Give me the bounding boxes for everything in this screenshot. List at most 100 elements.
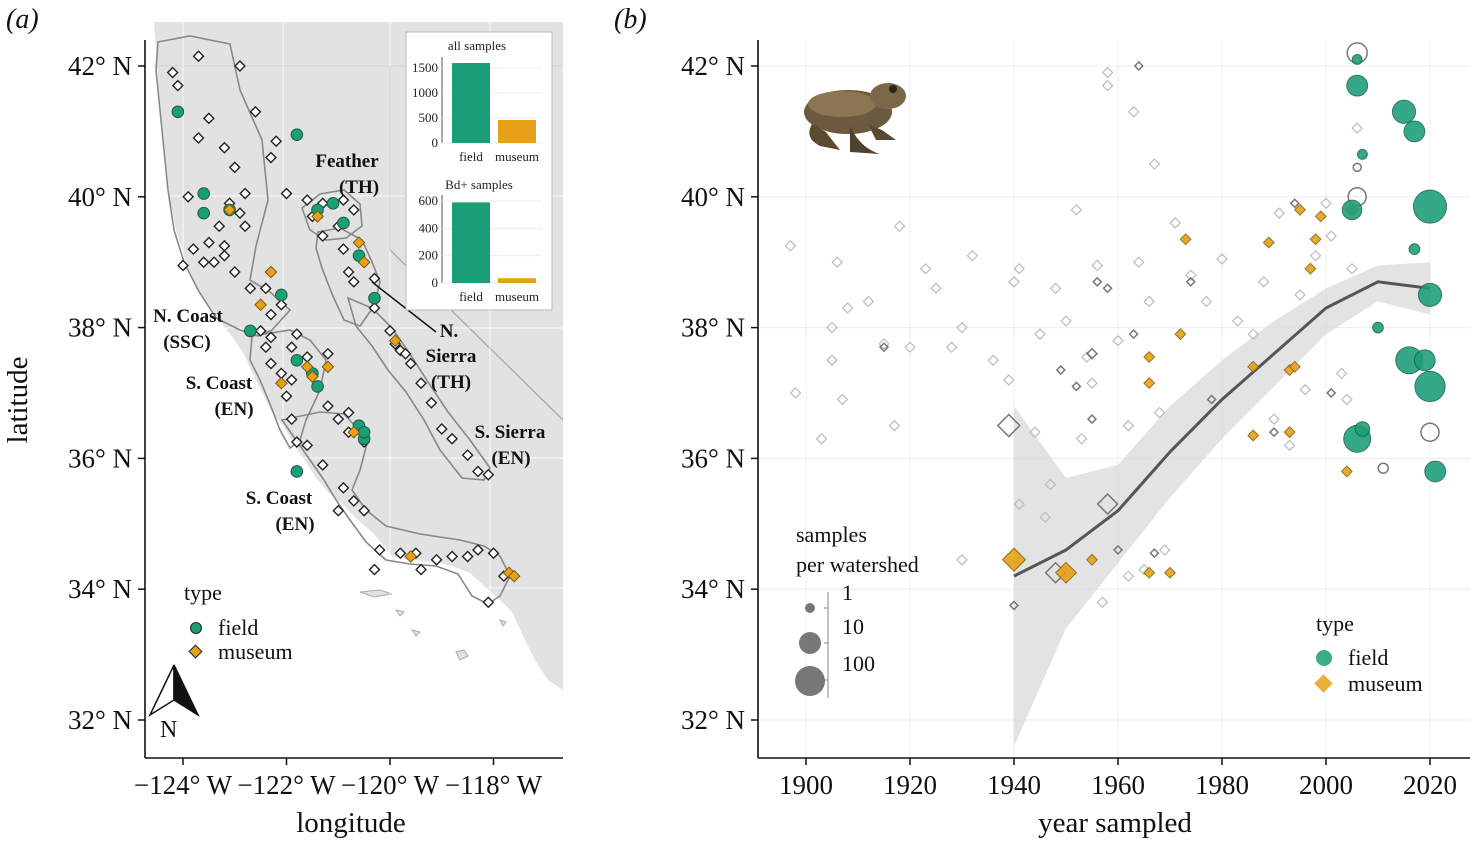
y-tick-label: 34° N xyxy=(68,574,132,604)
museum-point xyxy=(1085,553,1099,566)
unsampled-site-marker xyxy=(373,544,386,556)
unsampled-site-marker xyxy=(446,550,459,563)
museum-site-marker xyxy=(357,255,371,269)
size-legend-label: 10 xyxy=(842,614,864,639)
inset-category-label: museum xyxy=(495,149,539,164)
unsampled-site-marker xyxy=(878,342,890,353)
museum-point xyxy=(1001,547,1027,572)
field-point xyxy=(1408,243,1421,255)
inset-tick-label: 500 xyxy=(419,110,439,125)
unsampled-site-marker xyxy=(347,275,360,288)
faint-site-marker xyxy=(930,282,942,295)
faint-site-marker xyxy=(1283,439,1296,452)
unsampled-site-marker xyxy=(249,105,262,118)
faint-site-marker xyxy=(1091,259,1103,272)
unsampled-site-marker xyxy=(1185,276,1196,287)
unsampled-site-marker xyxy=(430,553,443,566)
unsampled-site-circle xyxy=(1352,162,1362,173)
museum-point xyxy=(1179,233,1192,246)
faint-site-marker xyxy=(1299,383,1311,396)
map-points-museum xyxy=(223,203,521,583)
unsampled-site-marker xyxy=(332,413,345,426)
unsampled-site-marker xyxy=(285,373,298,386)
faint-site-marker xyxy=(956,553,968,566)
museum-site-marker xyxy=(274,376,288,390)
faint-site-marker xyxy=(1034,328,1046,340)
faint-site-marker xyxy=(1268,413,1280,425)
inset-bd-samples: 0 200 400 600 field museum xyxy=(419,193,542,304)
faint-site-marker xyxy=(1013,498,1025,510)
faint-site-marker xyxy=(1075,432,1088,445)
size-legend-marker-10 xyxy=(799,632,821,654)
unsampled-site-marker xyxy=(337,194,350,207)
y-tick-label: 38° N xyxy=(68,313,132,343)
unsampled-site-circle xyxy=(1420,422,1440,442)
faint-site-marker xyxy=(1003,374,1015,386)
type-legend-museum-label: museum xyxy=(1348,671,1423,696)
unsampled-site-marker xyxy=(285,341,298,354)
inset-tick-label: 0 xyxy=(432,275,439,290)
inset-tick-label: 0 xyxy=(432,135,439,150)
faint-site-marker xyxy=(862,295,875,308)
inset-bar xyxy=(498,120,536,143)
unsampled-site-marker xyxy=(358,504,371,517)
y-tick-label: 40° N xyxy=(68,182,132,212)
unsampled-site-marker xyxy=(192,132,205,144)
inset-category-label: field xyxy=(459,149,483,164)
unsampled-site-marker xyxy=(265,357,277,370)
scatter-ticks: 1900 1920 1940 1960 1980 2000 2020 32° N 34° N 36… xyxy=(681,51,1457,800)
unsampled-site-marker xyxy=(233,207,246,220)
faint-site-marker xyxy=(1101,79,1114,92)
unsampled-site-marker xyxy=(301,194,314,207)
unsampled-site-marker xyxy=(1008,600,1020,611)
unsampled-site-marker xyxy=(337,243,350,256)
faint-site-marker xyxy=(919,262,932,275)
faint-site-marker xyxy=(1153,406,1166,419)
unsampled-site-marker xyxy=(259,282,272,295)
museum-site-marker xyxy=(264,265,278,279)
region-label: N. Coast xyxy=(153,306,223,327)
unsampled-site-marker xyxy=(218,239,231,252)
unsampled-site-marker xyxy=(415,563,427,576)
unsampled-site-marker xyxy=(399,347,412,360)
unsampled-site-marker xyxy=(275,367,288,380)
region-label: (TH) xyxy=(431,372,471,393)
faint-site-marker xyxy=(1081,351,1093,363)
field-point xyxy=(1424,460,1447,483)
x-tick-label: 2000 xyxy=(1299,770,1353,800)
unsampled-site-marker xyxy=(233,60,246,72)
region-ncoast-outline xyxy=(155,35,292,337)
unsampled-site-marker xyxy=(187,243,200,256)
field-site-marker xyxy=(275,288,288,302)
unsampled-site-marker xyxy=(192,50,205,63)
field-site-marker xyxy=(171,105,185,119)
unsampled-site-marker xyxy=(425,396,438,409)
unsampled-site-marker xyxy=(1092,276,1103,287)
unsampled-site-circle xyxy=(1377,462,1389,474)
unsampled-site-marker xyxy=(218,249,231,262)
region-label: Sierra xyxy=(426,346,477,367)
scatter-points-unsampled xyxy=(878,42,1440,611)
field-point xyxy=(1356,148,1368,160)
unsampled-site-marker xyxy=(461,449,474,462)
unsampled-site-marker xyxy=(280,187,293,200)
museum-point xyxy=(1283,426,1296,439)
map-panel: Feather (TH) N. Coast (SSC) S. Coast (EN… xyxy=(145,22,564,758)
size-legend-label: 100 xyxy=(842,651,875,676)
unsampled-site-marker xyxy=(1206,394,1217,405)
field-point xyxy=(1351,54,1363,65)
field-site-marker xyxy=(290,128,304,141)
inset-tick-label: 1000 xyxy=(412,85,438,100)
unsampled-site-marker xyxy=(1086,414,1098,425)
unsampled-site-marker xyxy=(368,272,381,285)
faint-site-marker xyxy=(888,419,901,432)
museum-point xyxy=(1143,566,1156,579)
island xyxy=(499,619,507,627)
faint-site-marker xyxy=(1148,158,1161,170)
inset-category-label: field xyxy=(459,289,483,304)
region-label: (EN) xyxy=(214,399,253,420)
unsampled-site-marker xyxy=(290,436,303,448)
museum-point xyxy=(1340,465,1353,478)
y-tick-label: 42° N xyxy=(681,51,745,81)
